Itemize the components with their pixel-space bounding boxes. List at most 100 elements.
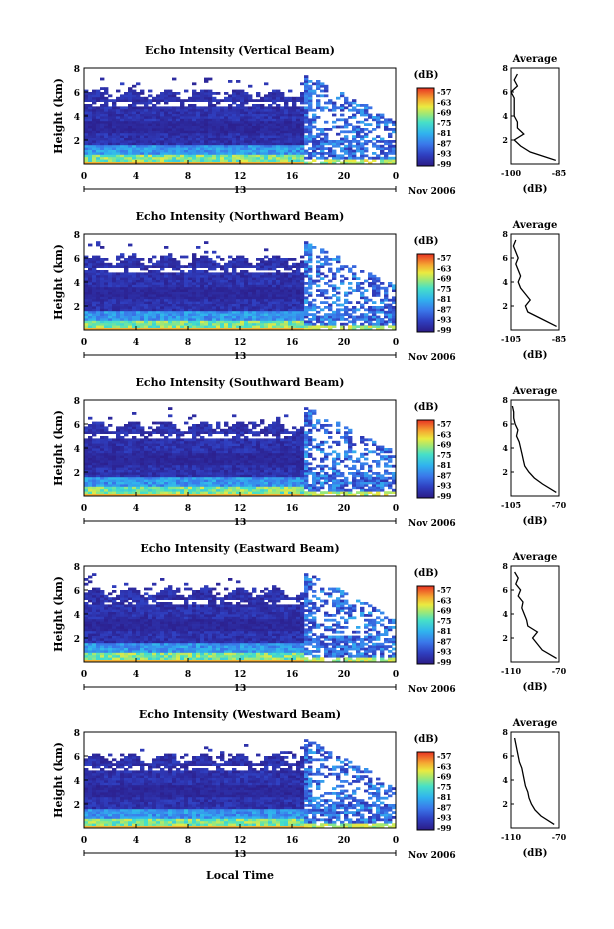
heatmap-cell — [280, 284, 285, 288]
heatmap-cell — [244, 265, 249, 268]
heatmap-cell — [200, 474, 205, 478]
heatmap-cell — [300, 144, 305, 148]
heatmap-cell — [172, 448, 177, 451]
heatmap-cell — [208, 325, 213, 328]
heatmap-cell — [392, 308, 397, 312]
heatmap-cell — [184, 438, 189, 442]
heatmap-cell — [176, 303, 181, 307]
heatmap-cell — [216, 320, 221, 324]
heatmap-cell — [192, 274, 197, 278]
heatmap-cell — [140, 128, 145, 131]
heatmap-cell — [120, 310, 125, 314]
heatmap-cell — [272, 96, 277, 100]
heatmap-cell — [236, 313, 241, 316]
heatmap-cell — [176, 440, 181, 444]
heatmap-cell — [224, 322, 229, 326]
heatmap-cell — [284, 99, 289, 102]
heatmap-cell — [332, 108, 337, 112]
heatmap-cell — [156, 467, 161, 470]
heatmap-cell — [156, 450, 161, 454]
heatmap-cell — [216, 318, 221, 321]
heatmap-cell — [204, 452, 209, 456]
heatmap-cell — [240, 306, 245, 309]
heatmap-cell — [104, 101, 109, 105]
heatmap-cell — [140, 156, 145, 160]
heatmap-cell — [148, 286, 153, 290]
heatmap-cell — [260, 156, 265, 160]
heatmap-cell — [168, 128, 173, 131]
heatmap-cell — [148, 484, 153, 487]
heatmap-cell — [264, 108, 269, 112]
heatmap-cell — [284, 301, 289, 304]
heatmap-cell — [116, 318, 121, 321]
heatmap-cell — [96, 128, 101, 131]
heatmap-cell — [300, 106, 305, 110]
heatmap-cell — [244, 313, 249, 316]
heatmap-cell — [272, 308, 277, 312]
heatmap-cell — [208, 125, 213, 129]
heatmap-cell — [260, 125, 265, 129]
heatmap-cell — [380, 310, 385, 314]
heatmap-cell — [376, 286, 381, 290]
date-month: Nov 2006 — [408, 353, 456, 363]
heatmap-cell — [172, 472, 177, 475]
heatmap-cell — [308, 318, 313, 321]
heatmap-cell — [180, 116, 185, 119]
panel-title: Echo Intensity (Northward Beam) — [136, 210, 345, 223]
heatmap-cell — [348, 286, 353, 290]
heatmap-cell — [240, 116, 245, 119]
heatmap-cell — [144, 313, 149, 316]
heatmap-cell — [276, 296, 281, 300]
heatmap-cell — [344, 322, 349, 326]
heatmap-cell — [392, 301, 397, 304]
heatmap-cell — [272, 274, 277, 278]
heatmap-cell — [360, 325, 365, 328]
heatmap-cell — [260, 149, 265, 153]
heatmap-cell — [180, 135, 185, 138]
heatmap-cell — [148, 106, 153, 110]
heatmap-cell — [88, 455, 93, 458]
heatmap-cell — [340, 130, 345, 134]
heatmap-cell — [272, 142, 277, 146]
heatmap-cell — [352, 315, 357, 319]
heatmap-cell — [200, 289, 205, 292]
heatmap-cell — [316, 320, 321, 324]
heatmap-cell — [204, 282, 209, 285]
heatmap-cell — [356, 286, 361, 290]
heatmap-cell — [184, 320, 189, 324]
heatmap-cell — [244, 108, 249, 112]
heatmap-cell — [128, 428, 133, 432]
heatmap-cell — [120, 472, 125, 475]
heatmap-cell — [368, 327, 373, 331]
heatmap-cell — [268, 106, 273, 110]
heatmap-cell — [188, 488, 193, 492]
heatmap-cell — [200, 272, 205, 276]
heatmap-cell — [228, 260, 233, 264]
heatmap-cell — [276, 142, 281, 146]
heatmap-cell — [140, 267, 145, 271]
heatmap-cell — [104, 310, 109, 314]
heatmap-cell — [220, 484, 225, 487]
heatmap-cell — [200, 315, 205, 319]
heatmap-cell — [348, 123, 353, 126]
heatmap-cell — [148, 325, 153, 328]
heatmap-cell — [380, 152, 385, 155]
heatmap-cell — [208, 272, 213, 276]
heatmap-cell — [336, 159, 341, 162]
heatmap-cell — [104, 284, 109, 288]
heatmap-cell — [272, 296, 277, 300]
heatmap-cell — [312, 92, 317, 95]
heatmap-cell — [152, 96, 157, 100]
heatmap-cell — [168, 443, 173, 446]
heatmap-cell — [196, 142, 201, 146]
heatmap-cell — [152, 445, 157, 449]
x-tick-label: 16 — [286, 172, 299, 182]
heatmap-cell — [360, 282, 365, 285]
heatmap-cell — [244, 282, 249, 285]
heatmap-cell — [120, 260, 125, 264]
heatmap-cell — [168, 301, 173, 304]
heatmap-cell — [260, 154, 265, 158]
heatmap-cell — [280, 96, 285, 100]
heatmap-cell — [264, 296, 269, 300]
heatmap-cell — [280, 301, 285, 304]
